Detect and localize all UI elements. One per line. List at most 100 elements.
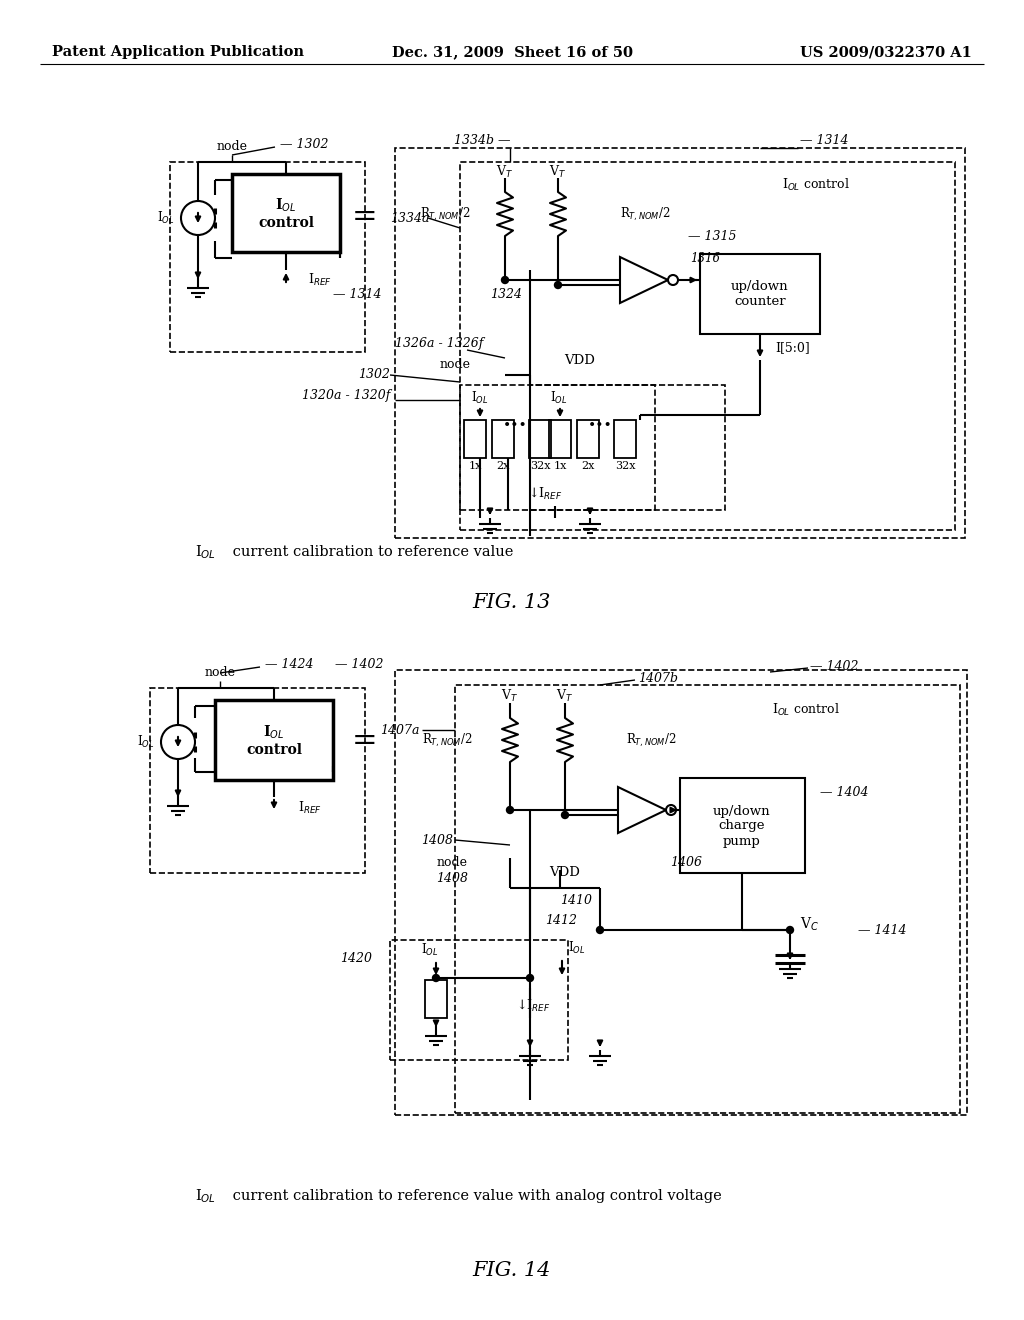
Text: 32x: 32x (529, 461, 550, 471)
Bar (170, 162, 365, 352)
Bar (455, 685, 961, 1113)
Text: 1410: 1410 (560, 894, 592, 907)
Bar (577, 420, 599, 458)
Circle shape (561, 812, 568, 818)
Bar (232, 174, 340, 252)
Text: •••: ••• (588, 418, 612, 433)
Bar (680, 777, 805, 873)
Circle shape (597, 927, 603, 933)
Text: US 2009/0322370 A1: US 2009/0322370 A1 (800, 45, 972, 59)
Text: — 1404: — 1404 (820, 785, 868, 799)
Text: I$_{OL}$
control: I$_{OL}$ control (258, 197, 314, 230)
Text: I$_{OL}$: I$_{OL}$ (195, 1187, 216, 1205)
Text: I$_{OL}$ control: I$_{OL}$ control (772, 702, 840, 718)
Text: 1408: 1408 (436, 871, 468, 884)
Text: — 1424: — 1424 (265, 657, 313, 671)
Text: node: node (216, 140, 248, 153)
Text: 1320a - 1320f: 1320a - 1320f (302, 389, 390, 403)
Text: I$_{OL}$ control: I$_{OL}$ control (782, 177, 850, 193)
Text: 1x: 1x (468, 461, 481, 471)
Circle shape (507, 807, 513, 813)
Circle shape (526, 974, 534, 982)
Text: 2x: 2x (582, 461, 595, 471)
Circle shape (432, 974, 439, 982)
Text: node: node (205, 667, 236, 680)
Bar (390, 940, 568, 1060)
Text: 1326a - 1326f: 1326a - 1326f (395, 338, 483, 351)
Text: R$_{T,NOM}$/2: R$_{T,NOM}$/2 (626, 731, 677, 748)
Text: R$_{T,NOM}$/2: R$_{T,NOM}$/2 (422, 731, 472, 748)
Text: 1420: 1420 (340, 952, 372, 965)
Bar (425, 979, 447, 1018)
Text: ↓I$_{REF}$: ↓I$_{REF}$ (516, 998, 550, 1014)
Text: — 1402: — 1402 (335, 657, 384, 671)
Bar (395, 148, 965, 539)
Bar (492, 420, 514, 458)
Bar (460, 385, 655, 510)
Text: 1324: 1324 (490, 289, 522, 301)
Bar (464, 420, 486, 458)
Text: 1334b —: 1334b — (454, 133, 510, 147)
Text: V$_T$: V$_T$ (502, 688, 518, 704)
Text: FIG. 13: FIG. 13 (473, 594, 551, 612)
Text: 1406: 1406 (670, 855, 702, 869)
Text: •••: ••• (503, 418, 527, 433)
Text: 1316: 1316 (690, 252, 720, 264)
Bar (460, 162, 955, 531)
Text: V$_T$: V$_T$ (497, 164, 514, 180)
Text: I$_{REF}$: I$_{REF}$ (298, 800, 322, 816)
Text: I$_{OL}$: I$_{OL}$ (157, 210, 174, 226)
Text: R$_{T,NOM}$/2: R$_{T,NOM}$/2 (620, 206, 671, 223)
Text: 1334a: 1334a (390, 211, 429, 224)
Bar (395, 671, 967, 1115)
Text: I$_{OL}$
control: I$_{OL}$ control (246, 723, 302, 756)
Text: R$_{T,NOM}$/2: R$_{T,NOM}$/2 (420, 206, 470, 223)
Circle shape (502, 276, 509, 284)
Text: up/down
charge
pump: up/down charge pump (713, 804, 771, 847)
Text: ↓I$_{REF}$: ↓I$_{REF}$ (528, 486, 562, 502)
Text: — 1314: — 1314 (800, 133, 849, 147)
Text: I[5:0]: I[5:0] (775, 342, 810, 355)
Text: current calibration to reference value with analog control voltage: current calibration to reference value w… (228, 1189, 722, 1203)
Text: Dec. 31, 2009  Sheet 16 of 50: Dec. 31, 2009 Sheet 16 of 50 (391, 45, 633, 59)
Bar (529, 420, 551, 458)
Bar (215, 700, 333, 780)
Text: I$_{OL}$: I$_{OL}$ (568, 940, 586, 956)
Text: — 1315: — 1315 (688, 230, 736, 243)
Text: 1302: 1302 (358, 368, 390, 381)
Text: VDD: VDD (564, 354, 595, 367)
Text: — 1402: — 1402 (810, 660, 858, 672)
Text: I$_{OL}$: I$_{OL}$ (550, 389, 567, 407)
Text: V$_T$: V$_T$ (556, 688, 573, 704)
Text: 32x: 32x (614, 461, 635, 471)
Text: 1412: 1412 (545, 913, 577, 927)
Text: 1x: 1x (553, 461, 566, 471)
Text: node: node (437, 855, 468, 869)
Bar (614, 420, 636, 458)
Text: up/down
counter: up/down counter (731, 280, 788, 308)
Text: =: = (352, 726, 378, 758)
Text: V$_T$: V$_T$ (550, 164, 566, 180)
Text: I$_{OL}$: I$_{OL}$ (421, 942, 438, 958)
Text: node: node (439, 359, 470, 371)
Text: I$_{REF}$: I$_{REF}$ (308, 272, 332, 288)
Text: 1407b: 1407b (638, 672, 678, 685)
Text: — 1414: — 1414 (858, 924, 906, 936)
Text: 1408: 1408 (421, 833, 453, 846)
Text: 1407a: 1407a (381, 723, 420, 737)
Text: VDD: VDD (550, 866, 581, 879)
Text: 2x: 2x (497, 461, 510, 471)
Text: =: = (352, 202, 378, 234)
Bar (530, 385, 725, 510)
Bar (549, 420, 571, 458)
Text: I$_{OL}$: I$_{OL}$ (471, 389, 488, 407)
Text: — 1314: — 1314 (333, 289, 382, 301)
Text: I$_{OL}$: I$_{OL}$ (195, 543, 216, 561)
Bar (150, 688, 365, 873)
Text: Patent Application Publication: Patent Application Publication (52, 45, 304, 59)
Text: I$_{OL}$: I$_{OL}$ (136, 734, 154, 750)
Text: V$_C$: V$_C$ (800, 915, 819, 933)
Circle shape (786, 927, 794, 933)
Text: FIG. 14: FIG. 14 (473, 1261, 551, 1279)
Bar (700, 253, 820, 334)
